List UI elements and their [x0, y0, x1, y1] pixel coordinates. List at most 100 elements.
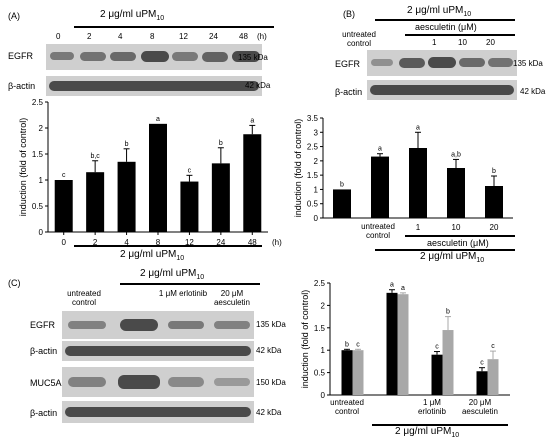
- panel-a-chart: 0 0.5 1 1.5 2 2.5 induction (fold of control) c…: [18, 98, 282, 247]
- panel-c-control: untreated control: [67, 289, 101, 307]
- blot-label: β-actin: [30, 408, 58, 418]
- bar: [333, 189, 351, 218]
- panel-a: (A) 2 μg/ml uPM10 0 2 4 8 12 24 48 (h) E…: [0, 0, 282, 265]
- panel-c-treatment-line: [120, 283, 260, 285]
- panel-c-erlotinib: 1 μM erlotinib: [158, 289, 208, 298]
- significance-letter: b: [125, 141, 129, 148]
- significance-letter: c: [62, 172, 66, 179]
- blot-kda: 42 kDa: [256, 346, 282, 355]
- panel-a-label: (A): [8, 11, 20, 21]
- actin-blot: [62, 401, 254, 423]
- blot-kda: 135 kDa: [256, 320, 286, 329]
- panel-c-x-erlotinib: 1 μM erlotinib: [417, 398, 446, 416]
- hour-label: 48: [239, 32, 248, 41]
- bar: [117, 161, 136, 232]
- egfr-blot: [46, 44, 262, 70]
- bar: [397, 294, 409, 395]
- panel-b-label: (B): [343, 9, 355, 19]
- significance-letter: c: [480, 360, 484, 367]
- panel-c: (C) 2 μg/ml uPM10 untreated control 1 μM…: [0, 265, 550, 442]
- blot-kda: 42 kDa: [245, 81, 271, 90]
- y-tick-label: 1: [321, 346, 326, 355]
- bar: [447, 168, 465, 218]
- actin-blot: [46, 76, 262, 96]
- bar: [431, 354, 443, 395]
- blot-kda: 135 kDa: [238, 53, 268, 62]
- y-tick-label: 1.5: [314, 324, 326, 333]
- x-tick-label: 1: [416, 223, 421, 232]
- panel-c-aesculetin: 20 μM aesculetin: [213, 289, 251, 307]
- hour-label: 8: [150, 32, 155, 41]
- blot-label: EGFR: [30, 320, 56, 330]
- actin-blot: [367, 80, 517, 100]
- significance-letter: c: [491, 343, 495, 350]
- bar: [149, 123, 167, 232]
- x-unit-label: (h): [272, 238, 282, 247]
- significance-letter: a: [390, 282, 394, 289]
- significance-letter: b: [219, 140, 223, 147]
- significance-letter: c: [435, 344, 439, 351]
- x-tick-label: 10: [452, 223, 461, 232]
- egfr-blot: [367, 50, 517, 76]
- significance-letter: a: [416, 124, 420, 131]
- panel-a-treatment: 2 μg/ml uPM10: [100, 9, 165, 23]
- significance-letter: a: [401, 285, 405, 292]
- bar: [485, 186, 503, 218]
- blot-kda: 135 kDa: [513, 59, 543, 68]
- hour-unit: (h): [257, 32, 267, 41]
- panel-c-xlabel: 2 μg/ml uPM10: [395, 426, 460, 440]
- y-tick-label: 0.5: [314, 369, 326, 378]
- bar: [180, 181, 199, 232]
- hour-label: 12: [179, 32, 188, 41]
- blot-label: EGFR: [8, 51, 34, 61]
- y-tick-label: 0.5: [307, 200, 319, 209]
- dose-label: 20: [486, 38, 495, 47]
- significance-letter: a,b: [451, 151, 461, 158]
- significance-letter: c: [356, 341, 360, 348]
- blot-label: EGFR: [335, 59, 361, 69]
- x-tick-label: 48: [248, 238, 257, 247]
- panel-b-treatment-line: [375, 19, 515, 21]
- y-tick-label: 2: [314, 157, 319, 166]
- y-tick-label: 2.5: [314, 279, 326, 288]
- blot-label: β-actin: [8, 81, 36, 91]
- bar: [386, 292, 398, 395]
- bar: [409, 148, 427, 218]
- y-tick-label: 3.5: [307, 114, 319, 123]
- panel-c-treatment: 2 μg/ml uPM10: [140, 268, 205, 282]
- significance-letter: a: [250, 117, 254, 124]
- significance-letter: b: [340, 181, 344, 188]
- panel-a-treatment-line: [74, 26, 274, 28]
- y-tick-label: 2: [321, 301, 326, 310]
- bar: [442, 330, 454, 395]
- panel-c-x-aesculetin: 20 μM aesculetin: [461, 398, 499, 416]
- panel-c-chart: 0 0.5 1 1.5 2 2.5 induction (fold of control) b…: [300, 279, 510, 426]
- bar: [371, 156, 389, 218]
- panel-b-xlabel2: 2 μg/ml uPM10: [420, 251, 485, 265]
- panel-c-label: (C): [8, 278, 21, 288]
- blot-label: β-actin: [30, 346, 58, 356]
- blot-kda: 42 kDa: [256, 408, 282, 417]
- y-tick-label: 1.5: [32, 150, 44, 159]
- blot-label: β-actin: [335, 87, 363, 97]
- y-tick-label: 1.5: [307, 171, 319, 180]
- significance-letter: a: [378, 146, 382, 153]
- x-tick-label: 20: [490, 223, 499, 232]
- blot-kda: 150 kDa: [256, 378, 286, 387]
- significance-letter: a: [156, 116, 160, 123]
- significance-letter: b,c: [90, 153, 100, 160]
- significance-letter: b: [446, 309, 450, 316]
- bar: [341, 350, 353, 395]
- significance-letter: b: [492, 168, 496, 175]
- hour-label: 0: [56, 32, 61, 41]
- y-tick-label: 1: [39, 176, 44, 185]
- panel-b-treatment: 2 μg/ml uPM10: [407, 5, 472, 19]
- y-tick-label: 2.5: [32, 98, 44, 107]
- blot-label: MUC5AC: [30, 378, 69, 388]
- bar: [54, 180, 73, 232]
- x-tick-label: 24: [216, 238, 225, 247]
- y-axis-label: induction (fold of control): [18, 118, 28, 217]
- y-tick-label: 0: [39, 228, 44, 237]
- dose-label: 1: [432, 38, 437, 47]
- egfr-blot: [62, 311, 254, 339]
